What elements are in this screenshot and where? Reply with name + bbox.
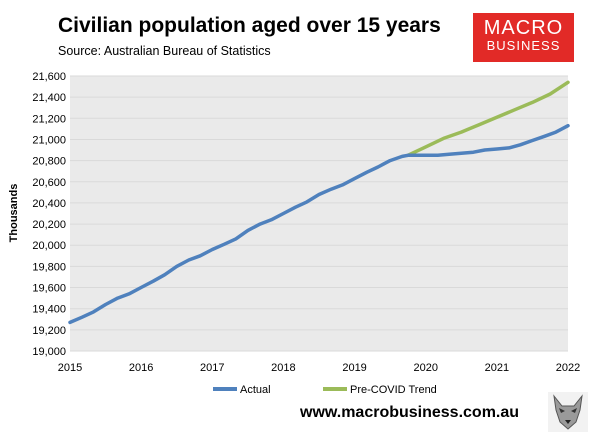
y-tick-label: 20,600	[32, 177, 66, 189]
y-axis-title: Thousands	[8, 184, 20, 243]
footer-url[interactable]: www.macrobusiness.com.au	[300, 404, 520, 421]
y-tick-label: 21,400	[32, 92, 66, 104]
y-tick-label: 19,600	[32, 283, 66, 295]
macrobusiness-logo[interactable]: MACRO BUSINESS	[473, 13, 574, 62]
y-tick-label: 21,000	[32, 134, 66, 146]
x-tick-labels: 2015 2016 2017 2018 2019 2020 2021 2022	[58, 362, 580, 374]
series-line-pre-covid-trend	[406, 80, 570, 158]
series-line-actual	[68, 123, 570, 325]
y-tick-label: 20,000	[32, 240, 66, 252]
x-tick-label: 2020	[413, 362, 437, 374]
y-tick-label: 20,400	[32, 198, 66, 210]
x-tick-label: 2022	[556, 362, 580, 374]
x-tick-label: 2018	[271, 362, 295, 374]
logo-line-1: MACRO	[483, 17, 564, 39]
gridlines	[70, 75, 568, 352]
wolf-icon	[548, 392, 588, 432]
legend-label-actual: Actual	[240, 384, 271, 396]
y-tick-label: 19,200	[32, 325, 66, 337]
y-tick-label: 19,000	[32, 346, 66, 358]
y-tick-label: 21,200	[32, 113, 66, 125]
y-tick-label: 20,200	[32, 219, 66, 231]
y-tick-labels: 19,000 19,200 19,400 19,600 19,800 20,000 20,2…	[32, 71, 66, 358]
logo-line-2: BUSINESS	[486, 38, 561, 53]
legend: Actual Pre-COVID Trend	[213, 384, 437, 396]
x-tick-label: 2016	[129, 362, 153, 374]
y-tick-label: 19,800	[32, 261, 66, 273]
x-tick-label: 2021	[485, 362, 509, 374]
x-tick-label: 2015	[58, 362, 82, 374]
chart-title: Civilian population aged over 15 years	[58, 14, 441, 37]
series-group	[68, 80, 570, 325]
y-tick-label: 19,400	[32, 304, 66, 316]
legend-label-trend: Pre-COVID Trend	[350, 384, 437, 396]
x-tick-label: 2017	[200, 362, 224, 374]
x-tick-label: 2019	[342, 362, 366, 374]
y-tick-label: 20,800	[32, 156, 66, 168]
line-chart: 19,000 19,200 19,400 19,600 19,800 20,000 20,2…	[8, 71, 580, 396]
chart-subtitle: Source: Australian Bureau of Statistics	[58, 44, 271, 58]
y-tick-label: 21,600	[32, 71, 66, 83]
